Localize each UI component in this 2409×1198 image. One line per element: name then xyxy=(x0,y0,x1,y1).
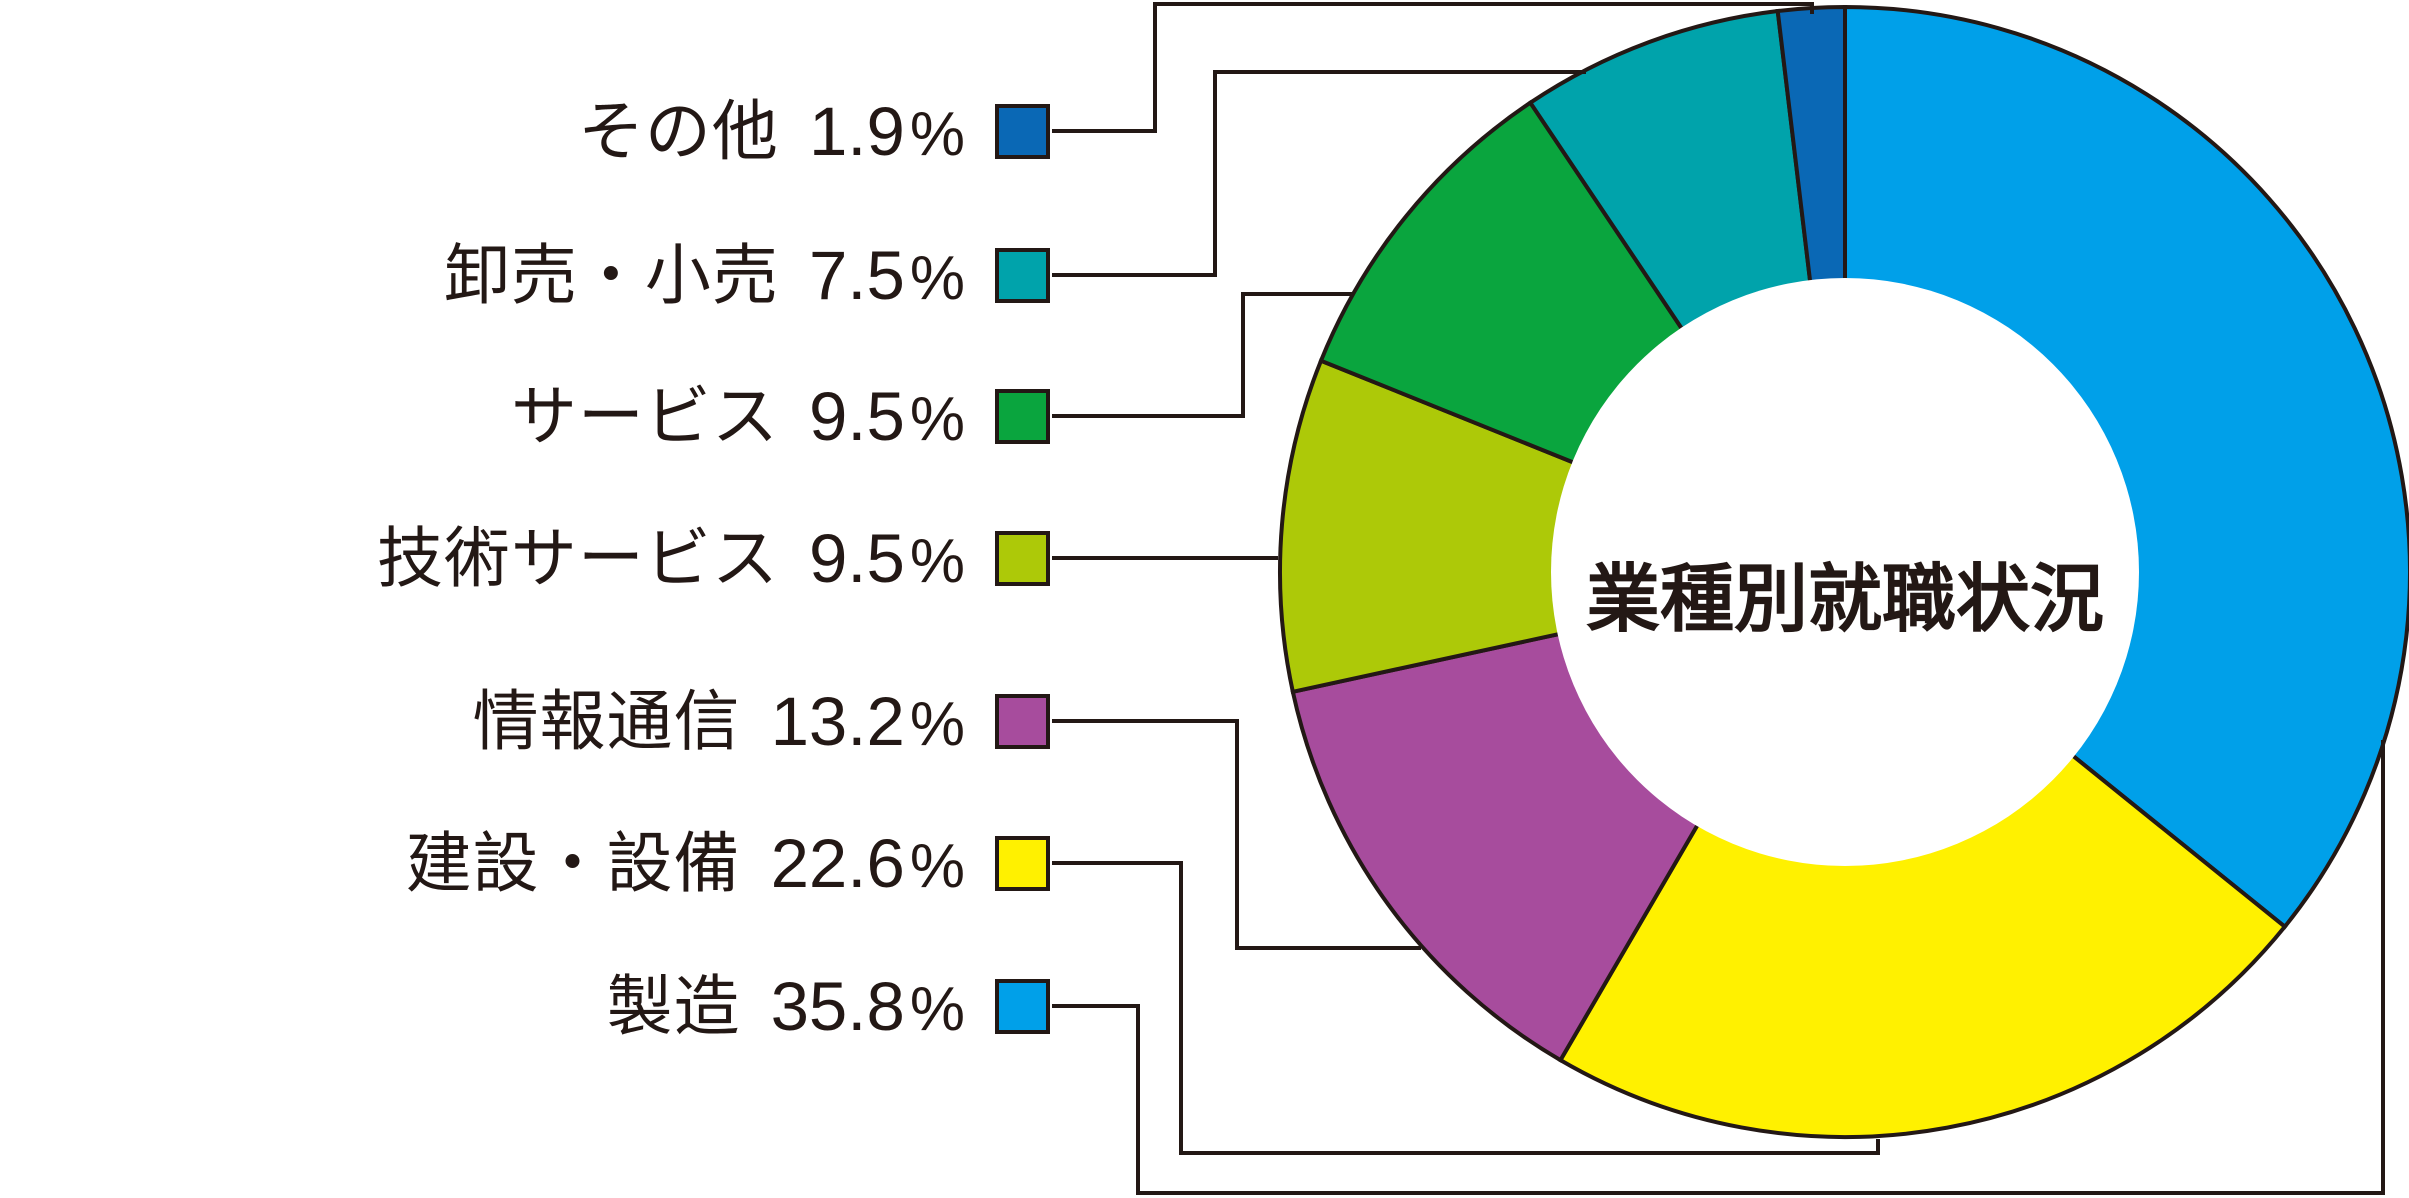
leader-line-other xyxy=(1052,2,1814,133)
legend-value: 9.5% xyxy=(808,519,965,597)
legend-value: 35.8% xyxy=(770,967,965,1045)
pie-slice-manufacturing xyxy=(1843,4,2409,930)
legend-label: その他 xyxy=(577,94,779,168)
legend-value: 22.6% xyxy=(770,824,965,902)
percent-sign: % xyxy=(909,99,965,169)
leader-line-service xyxy=(1052,292,1352,418)
leader-line-wholesale-retail xyxy=(1052,70,1586,277)
legend-item-manufacturing: 製造 35.8% xyxy=(0,966,1050,1046)
percent-sign: % xyxy=(909,526,965,596)
percent-sign: % xyxy=(909,974,965,1044)
percent-sign: % xyxy=(909,384,965,454)
legend-label: 製造 xyxy=(606,969,741,1043)
percent-sign: % xyxy=(909,689,965,759)
chart-center-title: 業種別就職状況 xyxy=(1586,558,2104,641)
legend-swatch xyxy=(995,103,1050,159)
legend-value: 9.5% xyxy=(808,377,965,455)
legend-item-info-communication: 情報通信 13.2% xyxy=(0,681,1050,761)
legend-label: 建設・設備 xyxy=(405,826,741,900)
leader-line-construction-equipment xyxy=(1052,861,1880,1155)
percent-sign: % xyxy=(909,243,965,313)
legend-item-other: その他 1.9% xyxy=(0,91,1050,171)
legend-label: 情報通信 xyxy=(472,684,741,758)
legend-swatch xyxy=(995,530,1050,586)
legend-swatch xyxy=(995,978,1050,1034)
legend-item-service: サービス 9.5% xyxy=(0,376,1050,456)
legend-value: 1.9% xyxy=(808,92,965,170)
legend-label: サービス xyxy=(510,379,779,453)
donut-hole xyxy=(1551,278,2139,866)
leader-line-manufacturing xyxy=(1052,740,2385,1195)
percent-sign: % xyxy=(909,831,965,901)
legend-swatch xyxy=(995,693,1050,749)
legend-label: 卸売・小売 xyxy=(443,238,779,312)
leader-lines xyxy=(1052,2,2385,1195)
leader-line-info-communication xyxy=(1052,719,1421,950)
legend-item-wholesale-retail: 卸売・小売 7.5% xyxy=(0,235,1050,315)
legend-swatch xyxy=(995,835,1050,891)
legend-label: 技術サービス xyxy=(376,521,779,595)
legend-item-construction-equipment: 建設・設備 22.6% xyxy=(0,823,1050,903)
legend-value: 13.2% xyxy=(770,682,965,760)
legend-swatch xyxy=(995,388,1050,444)
legend-swatch xyxy=(995,247,1050,303)
legend-value: 7.5% xyxy=(808,236,965,314)
legend-item-technical-service: 技術サービス 9.5% xyxy=(0,518,1050,598)
